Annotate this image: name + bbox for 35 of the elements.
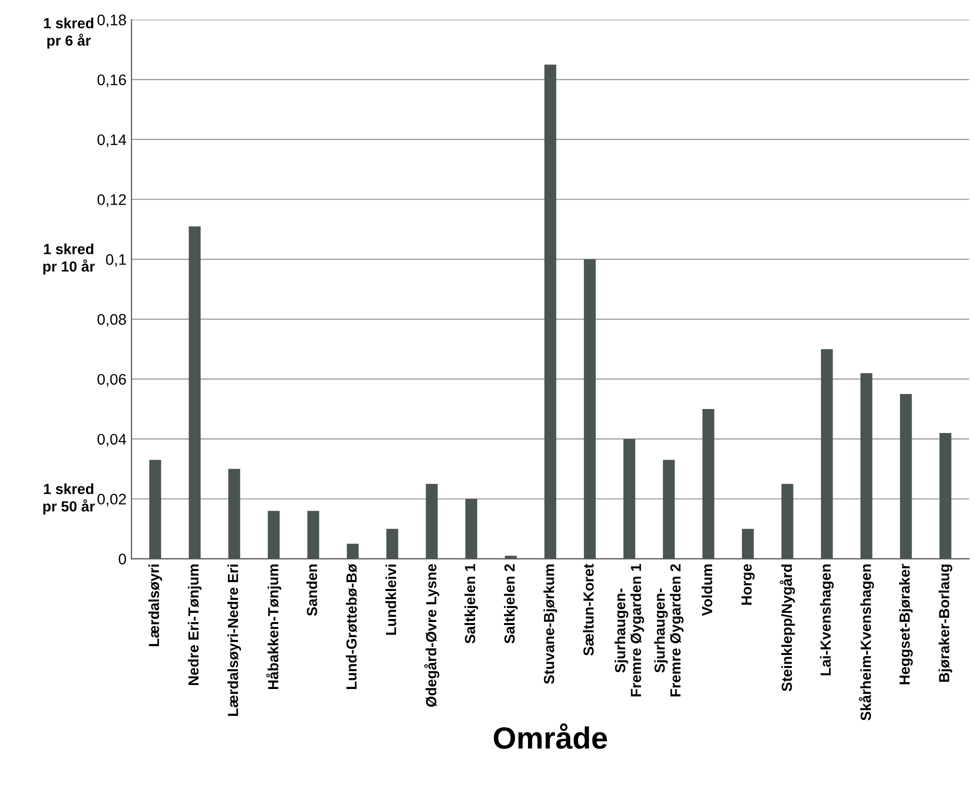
y-tick-label: 0,06: [97, 374, 126, 387]
x-tick-label: Lai-Kvenshagen: [820, 564, 834, 676]
y-tick-label: 0,12: [97, 194, 126, 207]
y-tick-label: 0,14: [97, 134, 126, 147]
text: 1 skred pr 10 år: [43, 244, 95, 275]
x-tick-label: Lærdalsøyri: [148, 564, 162, 646]
x-tick-label: Ødegård-Øvre Lysne: [424, 564, 440, 707]
y-tick-label: 0,18: [97, 14, 126, 28]
x-tick-label: Saltkjelen 1: [464, 564, 478, 644]
x-tick-label: Lærdalsøyri-Nedre Eri: [227, 564, 242, 716]
x-tick-label: Lund-Grøttebø-Bø: [346, 564, 357, 689]
y-tick-label: 0,02: [97, 494, 126, 506]
x-tick-label: Horge: [742, 564, 755, 605]
y-tick-label: 0: [118, 554, 126, 564]
x-tick-label: Saltkjelen 2: [504, 564, 518, 644]
x-tick-label: Nedre Eri-Tønjum: [188, 564, 202, 685]
x-tick-label: Sjurhaugen- Fremre Øygarden 1: [614, 564, 644, 696]
x-tick-label: Sanden: [306, 564, 318, 616]
x-tick-label: Håbakken-Tønjum: [266, 564, 282, 690]
y-tick-label: 0,16: [97, 74, 126, 88]
y-tick-label: 0,08: [97, 314, 126, 327]
text: 1 skred pr 50 år: [43, 483, 95, 514]
x-axis-title: Område: [494, 723, 608, 749]
x-tick-label: Voldum: [702, 564, 712, 616]
text: 1 skred pr 6 år: [44, 18, 94, 49]
x-tick-label: Bjøraker-Borlaug: [938, 564, 952, 682]
x-tick-label: Sjurhaugen- Fremre Øygarden 2: [654, 564, 684, 696]
x-tick-label: Skårheim-Kvenshagen: [858, 564, 874, 720]
x-tick-label: Lundkleivi: [385, 564, 396, 635]
x-tick-label: Steinklepp/Nygård: [780, 564, 795, 692]
y-tick-label: 0,1: [106, 254, 126, 267]
x-tick-label: Stuvane-Bjørkum: [544, 564, 558, 684]
x-tick-label: Sæltun-Koret: [583, 564, 594, 656]
y-tick-label: 0,04: [97, 434, 126, 446]
x-tick-label: Heggset-Bjøraker: [899, 564, 913, 684]
